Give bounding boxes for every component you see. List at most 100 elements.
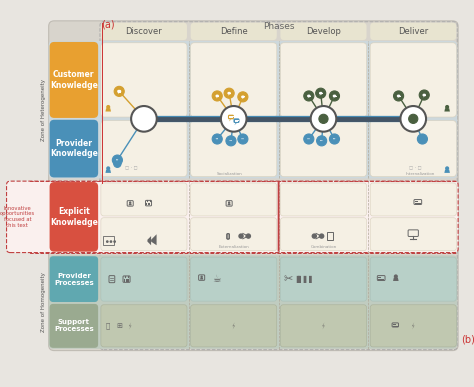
Text: 📱: 📱 [106,322,110,329]
Circle shape [113,240,116,243]
Circle shape [114,157,120,163]
Circle shape [409,114,418,123]
Polygon shape [105,108,111,111]
Bar [126,279,127,280]
FancyBboxPatch shape [422,94,426,96]
FancyBboxPatch shape [333,94,336,97]
FancyBboxPatch shape [191,305,277,347]
Text: ✂: ✂ [283,274,292,284]
Text: Support
Processes: Support Processes [54,319,94,332]
FancyBboxPatch shape [50,42,98,118]
FancyBboxPatch shape [281,257,366,301]
Text: ◻ · ◻: ◻ · ◻ [409,164,421,169]
Polygon shape [128,204,132,205]
Polygon shape [412,322,415,329]
Bar [146,203,147,204]
FancyBboxPatch shape [307,94,310,97]
Circle shape [304,134,314,144]
Text: Define: Define [220,27,247,36]
Polygon shape [105,170,111,173]
Circle shape [241,138,243,139]
Circle shape [310,106,336,132]
Polygon shape [228,204,231,205]
FancyBboxPatch shape [191,218,277,251]
FancyBboxPatch shape [281,43,366,117]
FancyBboxPatch shape [228,92,231,94]
Circle shape [320,140,321,141]
Text: Phases: Phases [263,22,294,31]
FancyBboxPatch shape [191,43,277,117]
FancyBboxPatch shape [50,256,98,302]
Bar [128,279,129,280]
Circle shape [321,140,322,141]
Bar [148,203,149,204]
Text: ◻ · ◻: ◻ · ◻ [125,164,137,169]
Circle shape [329,91,339,101]
Polygon shape [397,97,399,99]
Text: ☕: ☕ [212,274,221,284]
Bar [378,277,382,278]
FancyBboxPatch shape [49,255,457,349]
Polygon shape [232,322,235,329]
FancyBboxPatch shape [370,121,456,176]
Text: Provider
Processes: Provider Processes [54,273,94,286]
Polygon shape [118,93,119,94]
FancyBboxPatch shape [281,23,366,40]
FancyBboxPatch shape [101,218,187,251]
Text: Discover: Discover [126,27,162,36]
Polygon shape [423,96,424,98]
Text: ⊞: ⊞ [116,323,122,329]
Text: (a): (a) [101,19,115,29]
Circle shape [224,88,234,98]
FancyBboxPatch shape [191,183,277,216]
Polygon shape [393,278,399,281]
Bar [149,204,150,205]
Circle shape [304,91,314,101]
Circle shape [334,138,335,139]
FancyBboxPatch shape [101,183,187,216]
Text: Socialization: Socialization [216,172,242,176]
Circle shape [240,136,246,142]
FancyBboxPatch shape [7,181,458,253]
FancyBboxPatch shape [281,305,366,347]
Polygon shape [216,97,218,99]
FancyBboxPatch shape [228,115,234,119]
FancyBboxPatch shape [191,121,277,176]
Bar [378,279,384,280]
FancyBboxPatch shape [233,118,239,123]
FancyBboxPatch shape [319,92,322,94]
FancyBboxPatch shape [370,257,456,301]
Bar [415,203,421,204]
Text: Deliver: Deliver [398,27,428,36]
Circle shape [308,138,309,139]
Polygon shape [444,108,450,111]
Circle shape [212,91,222,101]
Text: Explicit
Knowledge: Explicit Knowledge [50,207,98,226]
Circle shape [316,88,326,98]
Circle shape [309,138,310,139]
Text: Zone of Heterogeneity: Zone of Heterogeneity [41,79,46,141]
Polygon shape [229,119,231,122]
Polygon shape [308,97,309,99]
Circle shape [114,160,121,168]
Circle shape [228,138,234,144]
Bar [393,324,395,325]
Circle shape [329,134,339,144]
FancyBboxPatch shape [101,121,187,176]
FancyBboxPatch shape [101,23,187,40]
Circle shape [216,138,217,139]
Circle shape [319,233,324,239]
Bar [124,281,125,282]
Bar [149,203,150,204]
Circle shape [418,134,428,144]
FancyBboxPatch shape [278,182,280,252]
Polygon shape [147,236,151,245]
Circle shape [117,159,118,160]
Circle shape [306,136,312,142]
Circle shape [401,106,426,132]
Polygon shape [129,322,131,329]
Circle shape [238,134,248,144]
FancyBboxPatch shape [50,304,98,348]
Circle shape [333,138,334,139]
FancyBboxPatch shape [397,94,401,97]
